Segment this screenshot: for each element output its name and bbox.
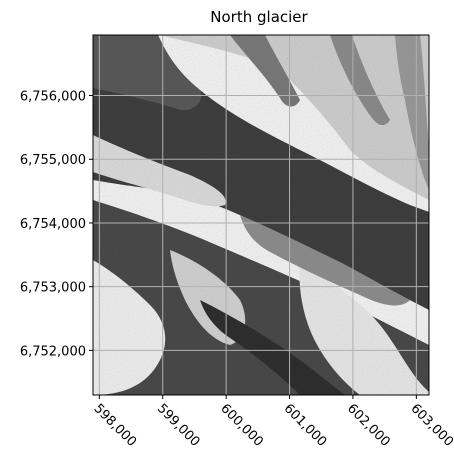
y-axis: 6,752,000 6,753,000 6,754,000 6,755,000 6,75…: [20, 90, 93, 359]
y-tick-label: 6,753,000: [20, 281, 86, 296]
upper-ridge-dark-streak-2: [330, 35, 390, 126]
x-axis: 598,000 599,000 600,000 601,000 602,000 603,0…: [91, 395, 454, 450]
glacier-light-medial: [93, 135, 226, 207]
x-tick-label: 600,000: [217, 401, 266, 450]
upper-ridge-dark-streak-3: [395, 35, 429, 190]
y-tick-label: 6,756,000: [20, 90, 86, 105]
lower-right-light-patch: [299, 265, 429, 395]
elevation-raster: [93, 35, 429, 395]
upper-ridge-dark-streak: [230, 35, 300, 107]
lower-dark-streak: [200, 300, 345, 395]
x-tick-label: 598,000: [91, 401, 140, 450]
mid-grey-shoulder: [240, 215, 410, 306]
x-tick-label: 603,000: [407, 401, 454, 450]
lower-left-light-patch: [93, 260, 166, 395]
x-tick-label: 601,000: [281, 401, 330, 450]
grid-lines: [93, 35, 429, 395]
x-tick-label: 602,000: [344, 401, 393, 450]
x-tick-label: 599,000: [154, 401, 203, 450]
axes-frame: [92, 34, 430, 396]
y-tick-label: 6,755,000: [20, 153, 86, 168]
y-tick-label: 6,754,000: [20, 217, 86, 232]
y-tick-label: 6,752,000: [20, 344, 86, 359]
glacier-upper-lobe: [93, 35, 202, 111]
figure-title: North glacier: [210, 8, 308, 26]
